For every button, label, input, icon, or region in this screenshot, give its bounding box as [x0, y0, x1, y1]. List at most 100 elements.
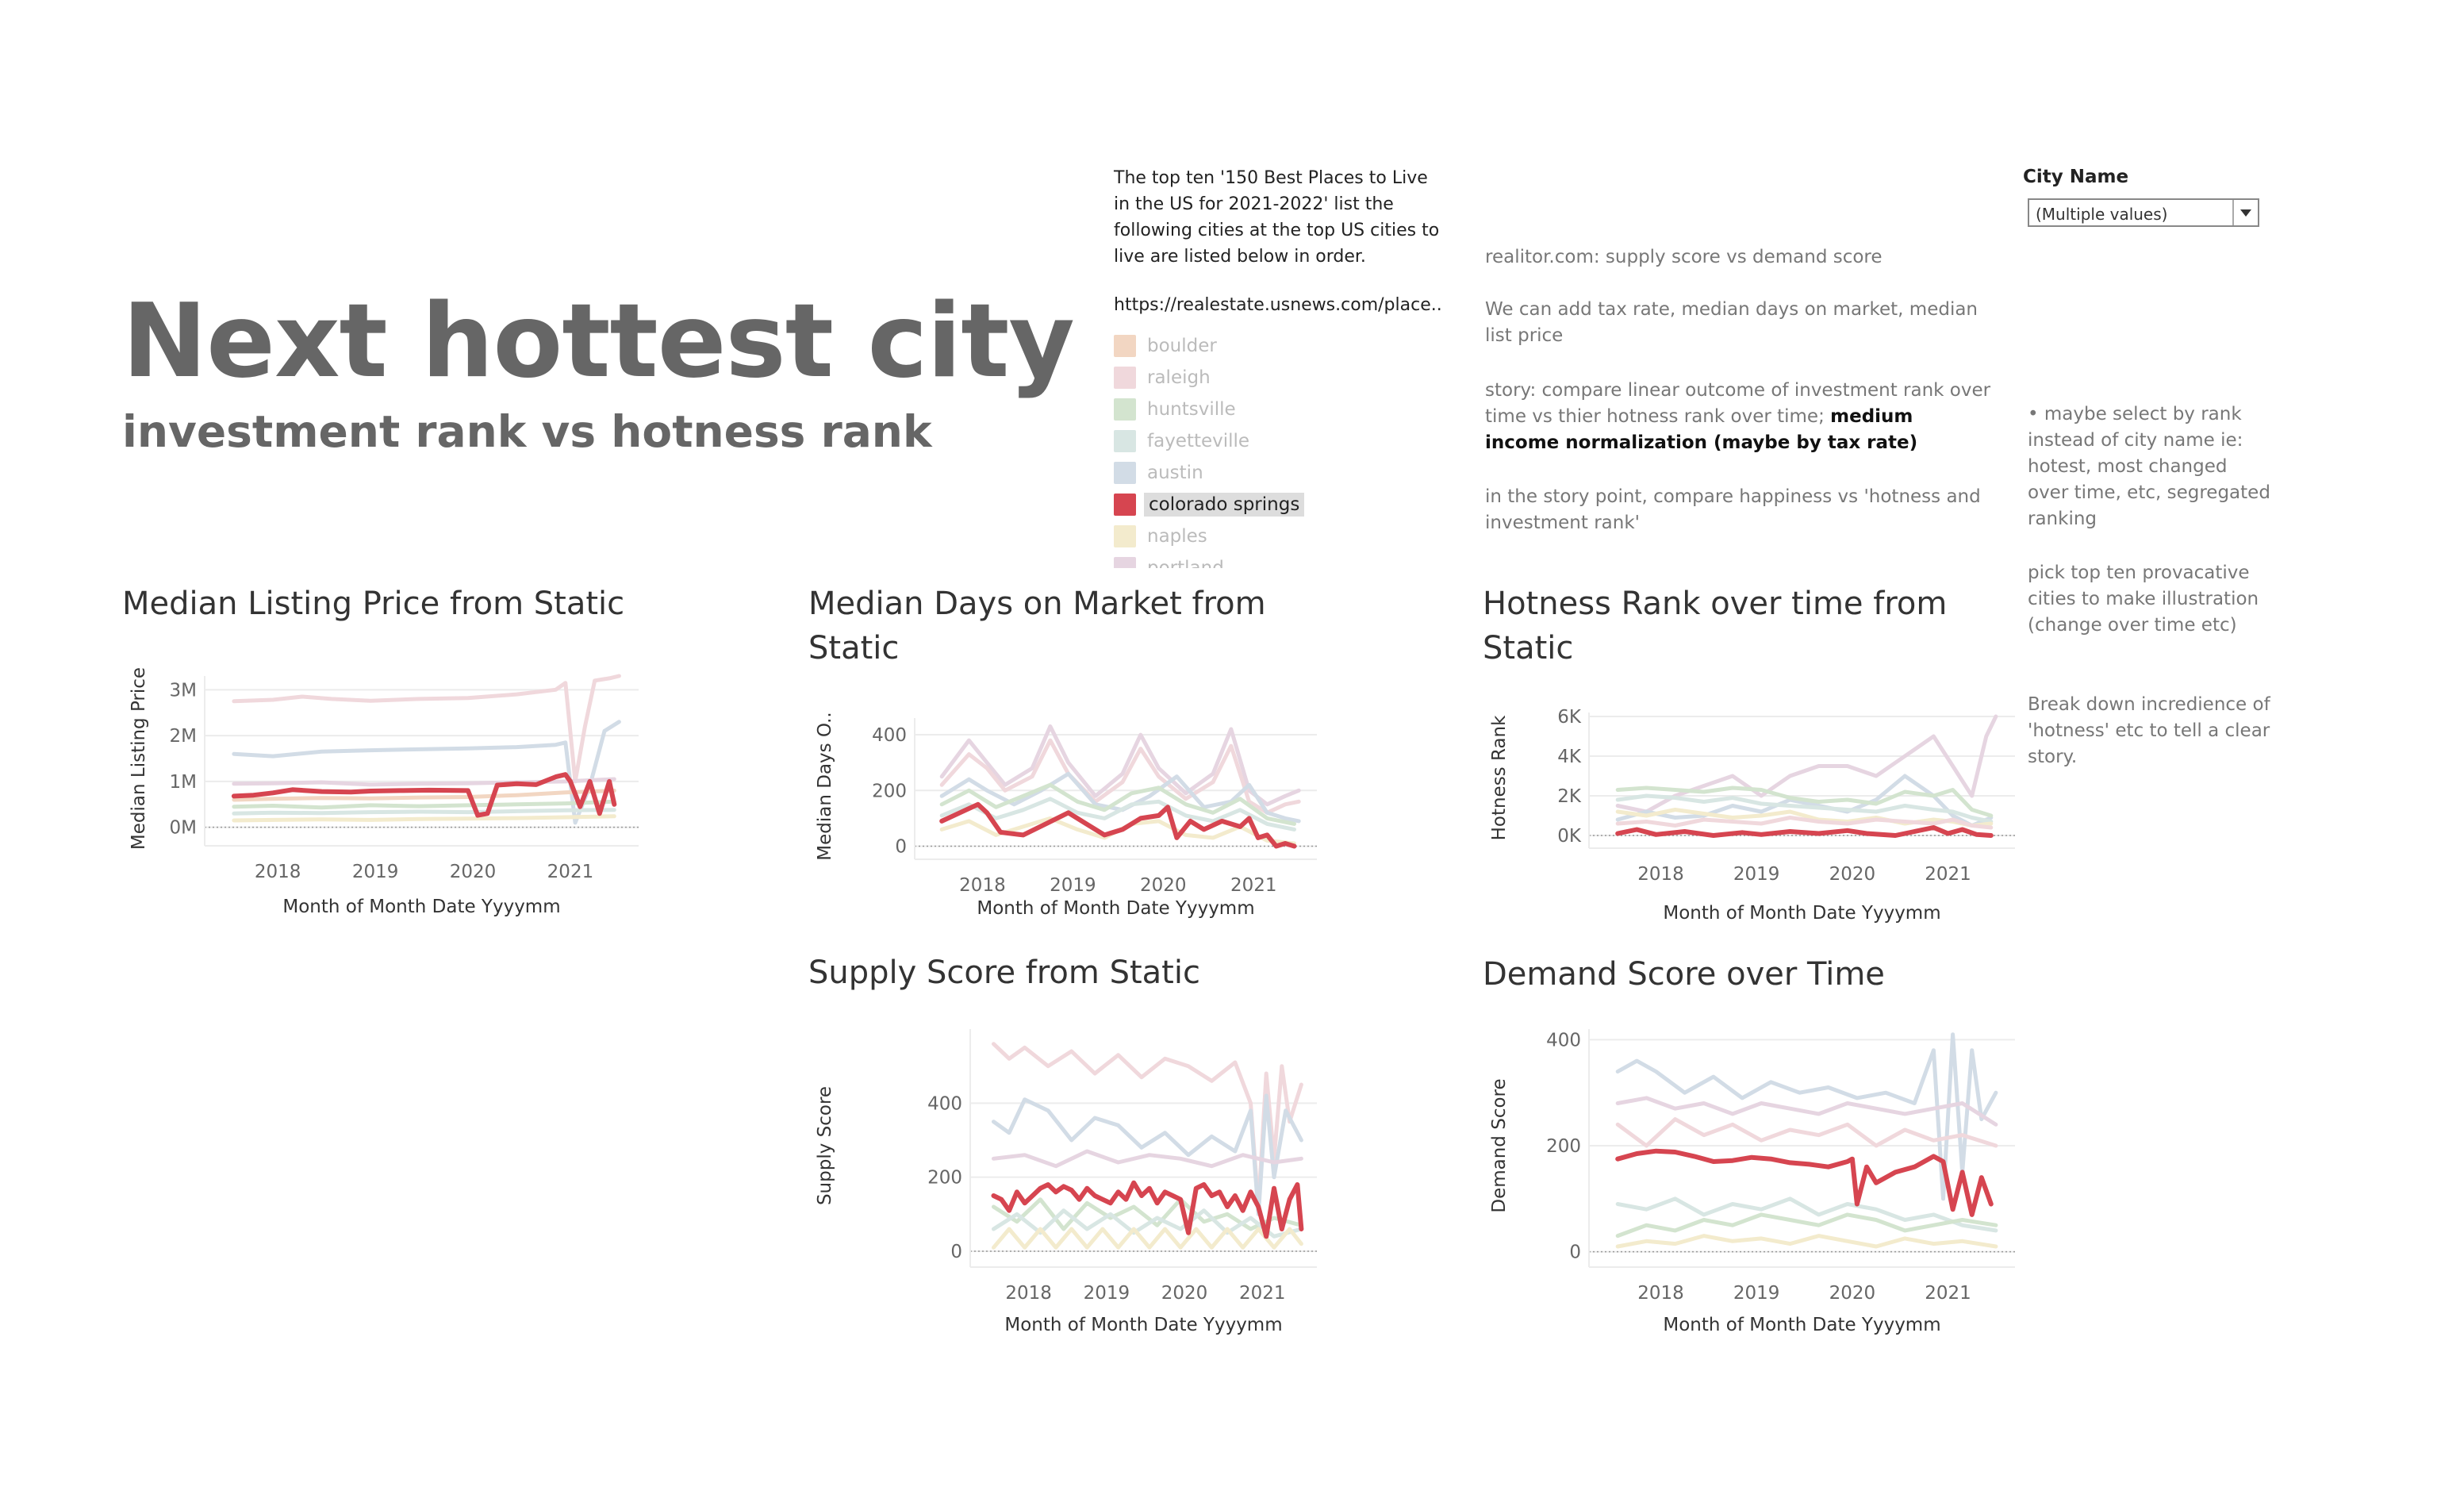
series-line-highlight: [1615, 825, 1994, 838]
series-line-highlight: [1615, 1148, 1994, 1217]
x-tick-label: 2021: [1925, 864, 1971, 885]
x-tick-label: 2018: [255, 862, 301, 882]
legend-label: portland: [1147, 558, 1224, 568]
x-tick-label: 2018: [1005, 1283, 1052, 1304]
note-add-metrics: We can add tax rate, median days on mark…: [1485, 299, 1978, 346]
chart-median-days-on-market[interactable]: Median Days on Market from Static 0 200 400 2…: [797, 579, 1353, 936]
series-line: [1615, 1096, 1998, 1127]
city-name-filter-dropdown[interactable]: (Multiple values): [2028, 198, 2259, 227]
note-story: story: compare linear outcome of investm…: [1485, 378, 1993, 456]
series-line: [992, 1093, 1303, 1216]
series-line: [1615, 793, 1994, 824]
x-tick-label: 2020: [1161, 1283, 1208, 1304]
series-line: [992, 1208, 1303, 1239]
legend-swatch: [1114, 430, 1136, 452]
city-legend[interactable]: boulder raleigh huntsville fayetteville aust…: [1114, 330, 1352, 568]
chart-title: Supply Score from Static: [808, 954, 1200, 991]
x-tick-label: 2021: [547, 862, 594, 882]
x-tick-label: 2020: [1829, 1283, 1876, 1304]
legend-item-boulder[interactable]: boulder: [1114, 330, 1352, 362]
legend-item-colorado-springs[interactable]: colorado springs: [1114, 489, 1352, 520]
x-tick-label: 2019: [1733, 864, 1780, 885]
x-axis-label: Month of Month Date Yyyymm: [1004, 1315, 1282, 1335]
x-tick-label: 2019: [1050, 875, 1096, 896]
series-line: [1615, 1196, 1998, 1233]
legend-item-naples[interactable]: naples: [1114, 520, 1352, 552]
series-line: [939, 797, 1296, 832]
note-story-bold: medium income normalization (maybe by ta…: [1485, 406, 1918, 453]
chart-title: Static: [808, 630, 899, 666]
x-tick-label: 2018: [959, 875, 1006, 896]
x-tick-label: 2021: [1925, 1283, 1971, 1304]
y-axis-label: Demand Score: [1489, 1078, 1510, 1212]
x-tick-label: 2019: [352, 862, 399, 882]
series-line: [992, 1149, 1303, 1169]
series-line: [1615, 816, 1994, 830]
y-tick-label: 0M: [170, 818, 197, 839]
legend-swatch: [1114, 557, 1136, 568]
y-tick-label: 2K: [1557, 786, 1582, 807]
chart-median-listing-price[interactable]: Median Listing Price from Static 0M 1M 2M 3M…: [111, 579, 666, 928]
chart-demand-score[interactable]: Demand Score over Time 0 200 400 2018 2019 202…: [1472, 948, 2027, 1353]
legend-swatch: [1114, 367, 1136, 389]
y-tick-label: 200: [1546, 1136, 1581, 1157]
x-tick-label: 2021: [1230, 875, 1277, 896]
y-tick-label: 0: [895, 836, 907, 857]
series-line: [939, 782, 1296, 826]
chart-title: Median Listing Price from Static: [122, 586, 624, 622]
chart-title: Static: [1483, 630, 1573, 666]
note-break-down: Break down incredience of 'hotness' etc …: [2028, 694, 2270, 767]
note-pick-top-ten: pick top ten provacative cities to make …: [2028, 563, 2259, 636]
intro-text: The top ten '150 Best Places to Live in …: [1114, 168, 1440, 267]
y-tick-label: 6K: [1557, 707, 1582, 728]
y-tick-label: 400: [1546, 1030, 1581, 1051]
y-tick-label: 200: [872, 781, 907, 801]
y-tick-label: 3M: [170, 680, 197, 701]
series-line-highlight: [939, 801, 1297, 849]
chart-title: Demand Score over Time: [1483, 956, 1885, 993]
series-line: [992, 1197, 1303, 1231]
legend-item-fayetteville[interactable]: fayetteville: [1114, 425, 1352, 457]
x-axis-label: Month of Month Date Yyyymm: [977, 898, 1254, 919]
chart-supply-score[interactable]: Supply Score from Static 0 200 400 2018 2019 2…: [797, 948, 1353, 1353]
x-tick-label: 2020: [450, 862, 497, 882]
y-tick-label: 0: [1569, 1243, 1581, 1263]
y-tick-label: 2M: [170, 726, 197, 747]
chart-hotness-rank[interactable]: Hotness Rank over time from Static 0K 2K 4K 6…: [1472, 579, 2027, 936]
y-axis-label: Supply Score: [815, 1086, 835, 1205]
page-subtitle: investment rank vs hotness rank: [122, 406, 932, 457]
series-line: [1615, 1117, 1998, 1148]
x-axis-label: Month of Month Date Yyyymm: [282, 897, 560, 917]
series-line-highlight: [991, 1180, 1304, 1239]
legend-item-raleigh[interactable]: raleigh: [1114, 362, 1352, 394]
legend-label: austin: [1147, 463, 1203, 483]
series-line: [232, 777, 616, 787]
legend-item-austin[interactable]: austin: [1114, 457, 1352, 489]
series-line: [1615, 1234, 1998, 1249]
x-axis-label: Month of Month Date Yyyymm: [1663, 1315, 1940, 1335]
y-axis-label: Median Days O..: [815, 712, 835, 860]
series-line: [1615, 1032, 1998, 1201]
y-tick-label: 1M: [170, 772, 197, 793]
series-line: [232, 788, 616, 802]
chart-title: Hotness Rank over time from: [1483, 586, 1947, 622]
x-tick-label: 2018: [1637, 1283, 1684, 1304]
x-tick-label: 2019: [1733, 1283, 1780, 1304]
legend-label: fayetteville: [1147, 431, 1250, 451]
y-tick-label: 400: [872, 725, 907, 746]
note-select-by-rank: • maybe select by rank instead of city n…: [2028, 404, 2270, 529]
legend-label: boulder: [1147, 336, 1217, 356]
legend-item-huntsville[interactable]: huntsville: [1114, 394, 1352, 425]
y-axis-label: Median Listing Price: [129, 667, 149, 850]
legend-label: huntsville: [1147, 399, 1236, 420]
series-line: [1615, 1212, 1998, 1239]
series-line: [992, 1227, 1303, 1250]
legend-swatch: [1114, 462, 1136, 484]
x-tick-label: 2020: [1140, 875, 1187, 896]
x-tick-label: 2019: [1084, 1283, 1130, 1304]
series-line: [232, 799, 616, 810]
legend-item-portland[interactable]: portland: [1114, 552, 1352, 568]
chevron-down-icon[interactable]: [2232, 200, 2258, 225]
legend-label: naples: [1147, 526, 1207, 547]
source-url-link[interactable]: https://realestate.usnews.com/place..: [1114, 295, 1442, 315]
